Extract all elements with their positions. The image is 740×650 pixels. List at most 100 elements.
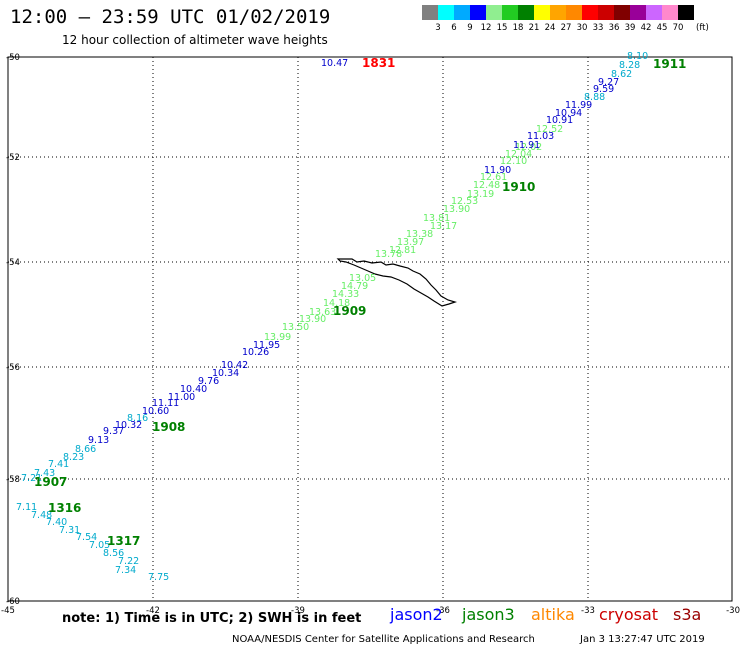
- lat-lon-grid: [8, 57, 732, 601]
- colorbar-swatch: [518, 5, 534, 20]
- wave-height-value: 12.10: [500, 156, 527, 167]
- observation-labels: 10.478.108.288.629.279.598.8811.9910.941…: [16, 51, 648, 583]
- wave-height-value: 13.78: [375, 249, 402, 260]
- pass-number-label: 1910: [502, 180, 535, 194]
- mission-jason2: jason2: [390, 605, 443, 624]
- latitude-tick-label: -58: [6, 475, 20, 485]
- colorbar-label: 6: [451, 23, 457, 33]
- colorbar-label: 24: [544, 23, 556, 33]
- wave-height-value: 7.41: [48, 459, 69, 470]
- wave-height-value: 12.48: [473, 180, 500, 191]
- colorbar-swatch: [454, 5, 470, 20]
- colorbar-swatch: [566, 5, 582, 20]
- latitude-tick-label: -54: [6, 258, 20, 268]
- wave-height-value: 8.62: [611, 69, 632, 80]
- colorbar-label: 15: [496, 23, 508, 33]
- wave-height-value: 7.48: [31, 510, 52, 521]
- wave-height-value: 10.47: [321, 58, 348, 69]
- wave-height-value: 7.05: [89, 540, 110, 551]
- wave-height-value: 12.52: [536, 124, 563, 135]
- footer-note: note: 1) Time is in UTC; 2) SWH is in fe…: [62, 611, 362, 626]
- wave-height-value: 13.81: [423, 213, 450, 224]
- wave-height-value: 10.34: [212, 368, 239, 379]
- wave-height-value: 7.54: [76, 532, 97, 543]
- colorbar-swatch: [582, 5, 598, 20]
- wave-height-value: 9.59: [593, 84, 614, 95]
- wave-height-value: 13.17: [430, 221, 457, 232]
- wave-height-value: 10.26: [242, 347, 269, 358]
- pass-number-label: 1317: [107, 534, 140, 548]
- colorbar-swatch: [422, 5, 438, 20]
- latitude-tick-label: -50: [6, 53, 20, 63]
- south-georgia-island: [336, 258, 458, 307]
- colorbar-label: 21: [528, 23, 540, 33]
- wave-height-value: 13.19: [467, 189, 494, 200]
- colorbar-swatch: [614, 5, 630, 20]
- wave-height-value: 9.27: [598, 77, 619, 88]
- wave-height-value: 7.40: [46, 517, 67, 528]
- wave-height-value: 11.99: [565, 100, 592, 111]
- colorbar-swatch: [534, 5, 550, 20]
- wave-height-value: 8.66: [75, 444, 96, 455]
- wave-height-value: 8.23: [63, 452, 84, 463]
- wave-height-value: 11.00: [168, 392, 195, 403]
- longitude-tick-label: -45: [1, 606, 15, 616]
- colorbar-swatch: [470, 5, 486, 20]
- latitude-tick-label: -52: [6, 153, 20, 163]
- wave-height-value: 9.76: [198, 376, 219, 387]
- colorbar-label: 12: [480, 23, 492, 33]
- colorbar-label: 18: [512, 23, 524, 33]
- latitude-tick-label: -60: [6, 597, 20, 607]
- wave-height-value: 12.53: [451, 196, 478, 207]
- wave-height-value: 11.91: [513, 140, 540, 151]
- latitude-tick-label: -56: [6, 363, 20, 373]
- wave-height-value: 8.16: [127, 413, 148, 424]
- map-subtitle: 12 hour collection of altimeter wave hei…: [62, 33, 328, 47]
- colorbar-swatch: [662, 5, 678, 20]
- wave-height-value: 13.63: [309, 307, 336, 318]
- colorbar-label: 36: [608, 23, 620, 33]
- pass-number-label: 1909: [333, 304, 366, 318]
- pass-number-label: 1911: [653, 57, 686, 71]
- wave-height-value: 10.91: [546, 115, 573, 126]
- wave-height-value: 10.94: [555, 108, 582, 119]
- wave-height-value: 10.60: [142, 406, 169, 417]
- wave-height-value: 8.56: [103, 548, 124, 559]
- wave-height-value: 8.88: [584, 92, 605, 103]
- wave-height-value: 9.37: [103, 426, 124, 437]
- colorbar-swatch: [438, 5, 454, 20]
- mission-altika: altika: [531, 605, 575, 624]
- wave-height-value: 13.50: [282, 322, 309, 333]
- wave-height-value: 7.75: [148, 572, 169, 583]
- wave-height-value: 14.79: [341, 281, 368, 292]
- pass-number-label: 1908: [152, 420, 185, 434]
- wave-height-value: 8.10: [627, 51, 648, 62]
- wave-height-value: 11.11: [152, 398, 179, 409]
- wave-height-value: 12.02: [515, 142, 542, 153]
- longitude-tick-label: -30: [726, 606, 740, 616]
- wave-height-value: 7.21: [21, 473, 42, 484]
- wave-height-value: 7.34: [115, 565, 136, 576]
- colorbar-swatch: [646, 5, 662, 20]
- map-frame: [7, 56, 733, 602]
- colorbar-label: 33: [592, 23, 604, 33]
- wave-height-value: 10.32: [115, 420, 142, 431]
- wave-height-value: 12.61: [480, 172, 507, 183]
- colorbar-label: 45: [656, 23, 668, 33]
- mission-jason3: jason3: [462, 605, 515, 624]
- colorbar-swatch: [598, 5, 614, 20]
- map-title: 12:00 – 23:59 UTC 01/02/2019: [10, 6, 331, 28]
- longitude-tick-label: -39: [291, 606, 305, 616]
- wave-height-value: 14.33: [332, 289, 359, 300]
- wave-height-value: 13.38: [406, 229, 433, 240]
- wave-height-value: 11.95: [253, 340, 280, 351]
- wave-height-value: 7.11: [16, 502, 37, 513]
- mission-s3a: s3a: [673, 605, 702, 624]
- colorbar-label: 30: [576, 23, 588, 33]
- longitude-tick-label: -33: [581, 606, 595, 616]
- mission-cryosat: cryosat: [599, 605, 659, 624]
- wave-height-value: 7.43: [34, 468, 55, 479]
- generated-timestamp: Jan 3 13:27:47 UTC 2019: [580, 634, 705, 645]
- colorbar-swatch: [678, 5, 694, 20]
- wave-height-value: 13.90: [299, 314, 326, 325]
